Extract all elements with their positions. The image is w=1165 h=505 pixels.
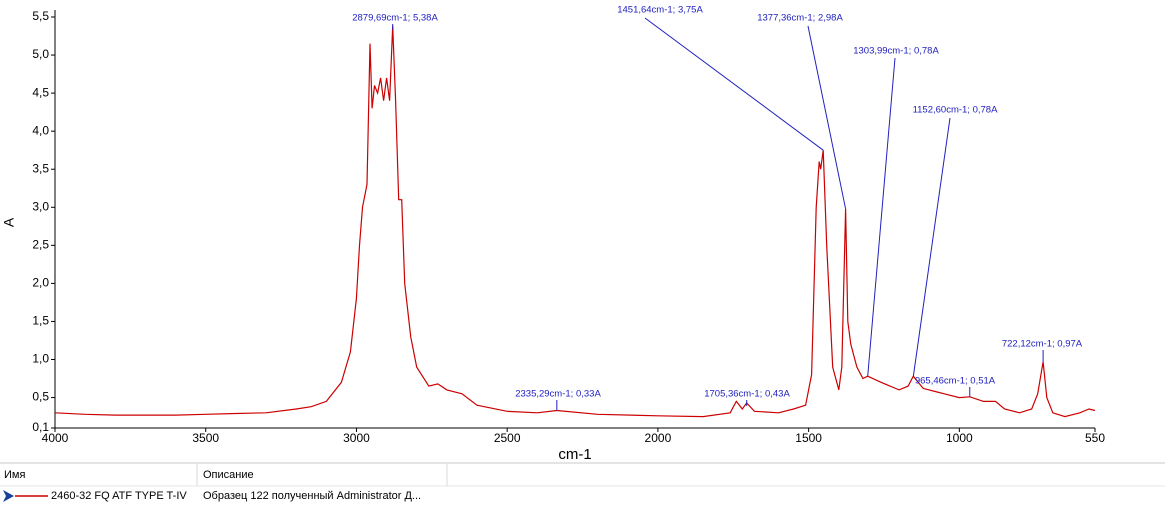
annotation-leader [867, 57, 896, 377]
annotation-label: 722,12cm-1; 0,97A [1002, 339, 1083, 350]
table-bg [0, 462, 1165, 505]
y-tick-label: 4,0 [32, 123, 49, 137]
annotation-label: 2335,29cm-1; 0,33A [515, 389, 601, 400]
spectrum-line [54, 26, 1096, 418]
column-header: Имя [4, 469, 25, 481]
y-tick-label: 2,0 [32, 276, 49, 290]
y-axis-label: A [1, 217, 17, 227]
x-tick-label: 3500 [192, 431, 219, 445]
y-tick-label: 0,1 [32, 420, 49, 434]
y-tick-label: 5,0 [32, 47, 49, 61]
annotation-label: 1705,36cm-1; 0,43A [704, 389, 790, 400]
annotation-label: 1152,60cm-1; 0,78A [913, 105, 999, 116]
x-tick-label: 550 [1085, 431, 1105, 445]
y-tick-label: 3,0 [32, 199, 49, 213]
y-tick-label: 4,5 [32, 85, 49, 99]
x-tick-label: 3000 [343, 431, 370, 445]
legend-label: 2460-32 FQ ATF TYPE T-IV [51, 490, 187, 502]
y-tick-label: 3,5 [32, 161, 49, 175]
annotation-leader [912, 117, 951, 377]
x-tick-label: 2500 [494, 431, 521, 445]
y-tick-label: 1,5 [32, 314, 49, 328]
y-tick-label: 5,5 [32, 9, 49, 23]
annotation-leader [807, 25, 847, 209]
row-description: Образец 122 полученный Administrator Д..… [203, 490, 421, 502]
x-tick-label: 2000 [645, 431, 672, 445]
column-header: Описание [203, 469, 254, 481]
x-tick-label: 1500 [795, 431, 822, 445]
y-tick-label: 1,0 [32, 352, 49, 366]
annotation-label: 1451,64cm-1; 3,75A [617, 5, 703, 16]
y-tick-label: 0,5 [32, 390, 49, 404]
annotation-label: 965,46cm-1; 0,51A [915, 376, 996, 387]
annotation-label: 1303,99cm-1; 0,78A [853, 46, 939, 57]
x-tick-label: 4000 [42, 431, 69, 445]
x-axis-label: cm-1 [558, 446, 591, 463]
annotation-label: 2879,69cm-1; 5,38A [352, 13, 438, 24]
y-tick-label: 2,5 [32, 238, 49, 252]
annotation-label: 1377,36cm-1; 2,98A [757, 13, 843, 24]
annotation-leader [644, 17, 824, 151]
row-arrow-icon [3, 490, 14, 502]
x-tick-label: 1000 [946, 431, 973, 445]
